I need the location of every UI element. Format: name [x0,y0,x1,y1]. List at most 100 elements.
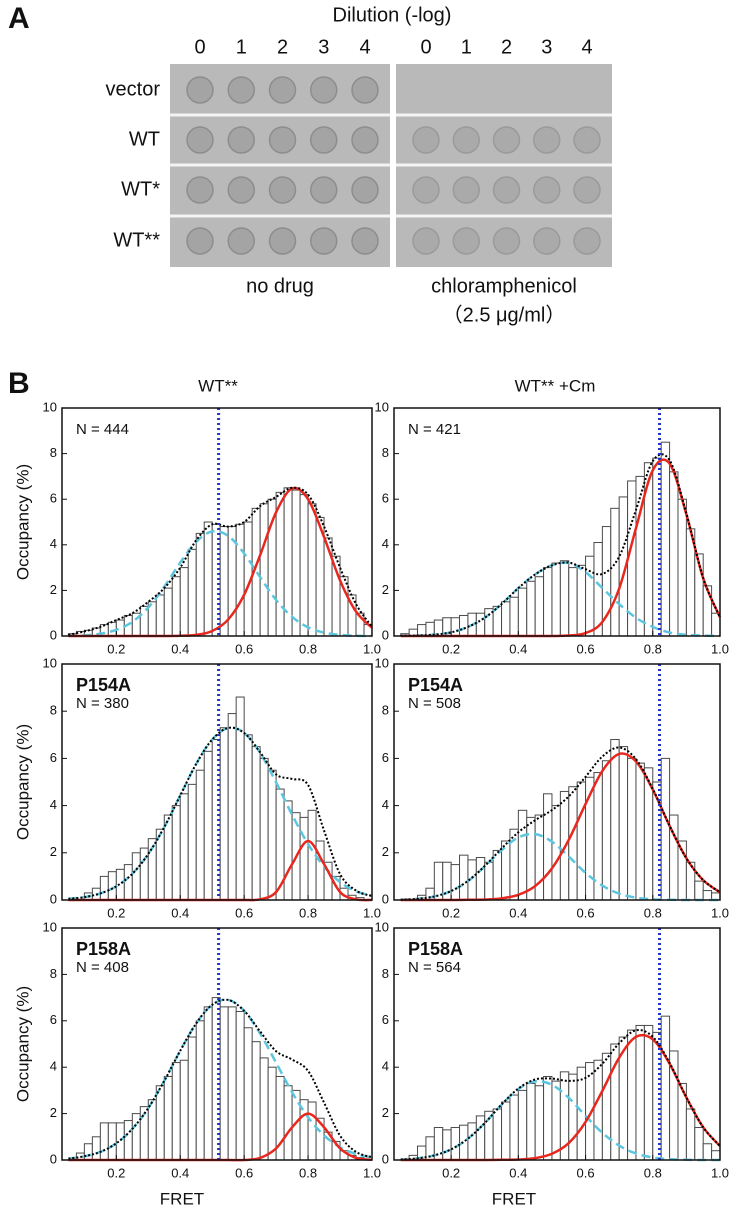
bar [475,612,486,637]
colony-spot [573,176,601,204]
bar [551,1080,561,1161]
colony-spot [452,176,480,204]
y-tick-label: 4 [50,797,57,812]
y-tick-label: 4 [382,797,389,812]
bar [299,816,309,901]
y-tick-label: 6 [382,750,389,765]
bar [131,852,141,901]
y-tick-label: 10 [43,655,57,670]
bar [195,769,205,901]
colony-spot [351,176,379,204]
x-tick-label: 0.2 [107,641,125,656]
x-tick-label: 0.4 [509,1165,527,1180]
x-tick-label: 0.6 [577,1165,595,1180]
y-tick-label: 6 [50,491,57,506]
x-tick-label: 1.0 [363,1165,381,1180]
colony-spot [310,126,338,154]
colony-spot [227,76,255,104]
column-title: WT** [198,376,238,395]
y-tick-label: 8 [50,966,57,981]
bar [501,1101,511,1161]
bar [467,1122,477,1161]
y-tick-label: 0 [50,891,57,906]
bar [568,1073,578,1161]
bar [235,696,245,901]
colony-spot [310,176,338,204]
bar [155,1085,165,1161]
x-tick-label: 1.0 [711,1165,729,1180]
dilution-label: 4 [581,36,592,58]
fit-curve [68,529,373,638]
panel-label: A [8,2,30,35]
x-tick-label: 0.2 [442,641,460,656]
colony-spot [533,227,561,255]
y-tick-label: 8 [382,703,389,718]
colony-spot [268,176,297,204]
y-tick-label: 0 [382,1151,389,1166]
y-tick-label: 8 [50,703,57,718]
x-tick-label: 0.8 [299,905,317,920]
row-label: vector [106,78,161,100]
bar [283,487,293,637]
x-tick-label: 0.8 [644,1165,662,1180]
x-tick-label: 0.4 [509,905,527,920]
dilution-label: 1 [461,36,472,58]
colony-spot [351,126,379,154]
bar [517,809,528,901]
fit-curve [68,998,373,1160]
bar [267,769,277,901]
colony-spot [573,126,601,154]
column-title: WT** +Cm [515,376,596,395]
y-tick-label: 10 [375,655,389,670]
dilution-label: 2 [501,36,512,58]
bar [534,1085,545,1161]
bar [235,1011,245,1161]
bar [551,805,561,901]
bar [179,567,189,637]
colony-spot [268,126,297,154]
bar [459,854,469,901]
bar [601,1052,612,1161]
y-tick-label: 2 [50,582,57,597]
bar [442,1129,452,1161]
y-axis-label: Occupancy (%) [13,724,32,840]
bar [99,1122,109,1161]
bar [131,1113,141,1161]
bar [171,805,181,901]
bar [259,1057,269,1161]
bar [543,793,553,901]
bar [576,564,587,637]
colony-spot [492,176,521,204]
bar [450,617,461,637]
colony-spot [268,227,297,255]
colony-spot [573,227,601,255]
y-tick-label: 4 [50,1059,57,1074]
y-tick-label: 6 [50,1012,57,1027]
bar [171,1062,181,1161]
bar [694,880,704,901]
y-tick-label: 8 [382,966,389,981]
y-tick-label: 10 [43,399,57,414]
bar [227,1006,237,1161]
plot-frame [61,927,373,1161]
dilution-label: 3 [318,36,329,58]
bar [669,471,679,637]
bar [660,441,671,637]
y-tick-label: 4 [50,536,57,551]
bar [694,1127,704,1161]
colony-spot [186,126,214,154]
mutant-label: P158A [408,939,463,959]
bar [195,1020,205,1161]
y-tick-label: 0 [50,1151,57,1166]
colony-spot [452,126,480,154]
bar [517,587,528,637]
x-tick-label: 0.6 [577,641,595,656]
fit-curve [400,746,721,901]
x-tick-label: 0.4 [509,641,527,656]
bar [660,757,671,901]
x-tick-label: 0.2 [107,1165,125,1180]
bar [171,576,181,637]
bar [702,585,713,637]
bar [534,576,545,637]
